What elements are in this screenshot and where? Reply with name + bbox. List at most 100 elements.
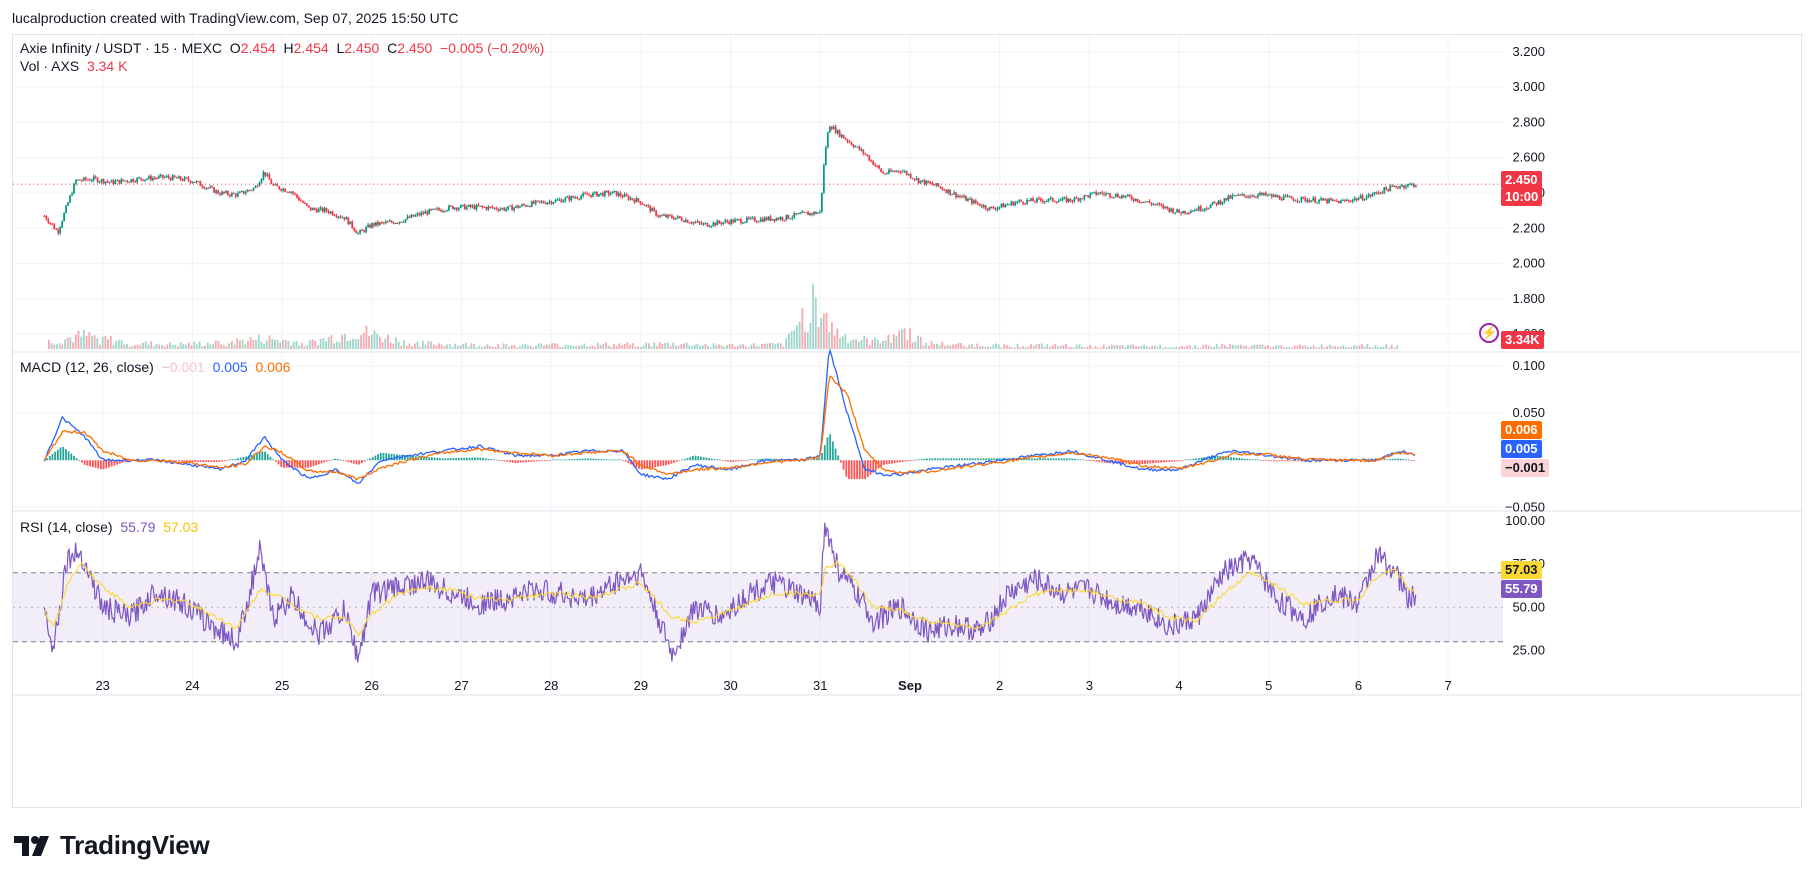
volume-bar: [570, 345, 572, 349]
price-candle: [136, 177, 139, 182]
macd-histogram-bar: [65, 449, 67, 461]
macd-histogram-bar: [315, 460, 318, 466]
price-candle: [45, 215, 48, 220]
volume-bar: [954, 344, 957, 349]
volume-bar: [1304, 345, 1307, 349]
macd-histogram-bar: [1001, 458, 1004, 461]
macd-histogram-bar: [724, 460, 727, 462]
volume-bar: [287, 340, 290, 349]
volume-bar: [556, 343, 559, 349]
volume-bar: [1113, 345, 1116, 349]
macd-histogram-bar: [108, 460, 110, 468]
price-candle: [523, 204, 525, 206]
price-candle: [159, 174, 162, 177]
symbol-label[interactable]: Axie Infinity / USDT · 15 · MEXC: [20, 40, 223, 56]
price-candle: [718, 220, 721, 223]
price-candle: [420, 212, 423, 216]
volume-bar: [1371, 347, 1374, 349]
macd-legend[interactable]: MACD (12, 26, close) −0.001 0.005 0.006: [20, 359, 290, 375]
price-candle: [65, 205, 68, 214]
macd-histogram-bar: [627, 460, 630, 464]
macd-histogram-bar: [1181, 460, 1184, 462]
volume-bar: [524, 343, 527, 349]
volume-bar: [1382, 346, 1385, 349]
volume-bar: [233, 344, 236, 349]
price-candle: [1004, 204, 1007, 208]
price-candle: [1314, 197, 1317, 203]
macd-histogram-bar: [613, 459, 616, 461]
price-candle: [635, 198, 638, 203]
price-candle: [568, 196, 571, 201]
price-candle: [572, 196, 575, 198]
price-candle: [963, 196, 965, 198]
macd-histogram-bar: [452, 458, 455, 461]
price-candle: [274, 184, 277, 186]
price-candle: [473, 205, 476, 210]
price-candle: [931, 183, 934, 185]
price-candle: [742, 222, 744, 224]
macd-histogram-bar: [702, 457, 705, 461]
volume-bar: [222, 345, 225, 349]
volume-bar: [752, 343, 755, 349]
volume-bar: [1242, 345, 1245, 349]
price-candle: [667, 214, 669, 218]
volume-bar: [1183, 346, 1186, 349]
lightning-icon[interactable]: ⚡: [1479, 323, 1499, 343]
macd-histogram-bar: [320, 460, 323, 464]
chart-canvas[interactable]: 23 24 25 26 27 28 29 30 31 Sep 2 3 4 5 6 73.2003.0002.8…: [13, 35, 1803, 809]
price-candle: [1294, 200, 1297, 202]
macd-histogram-bar: [361, 460, 363, 463]
volume-bar: [553, 343, 556, 349]
volume-bar: [1030, 344, 1032, 349]
macd-histogram-bar: [1224, 456, 1227, 461]
macd-histogram-bar: [648, 460, 651, 469]
price-candle: [714, 222, 717, 226]
macd-histogram-bar: [979, 458, 982, 461]
price-candle: [215, 190, 217, 193]
macd-histogram-bar: [1195, 458, 1198, 461]
price-candle: [621, 195, 624, 198]
macd-histogram-bar: [751, 459, 754, 461]
price-candle: [631, 198, 634, 200]
volume-bar: [381, 342, 384, 349]
volume-bar: [1234, 345, 1237, 349]
volume-bar: [1328, 345, 1331, 349]
price-candle: [1225, 198, 1228, 201]
macd-histogram-bar: [62, 446, 65, 461]
rsi-legend[interactable]: RSI (14, close) 55.79 57.03: [20, 519, 198, 535]
chart-area[interactable]: 23 24 25 26 27 28 29 30 31 Sep 2 3 4 5 6 7 3.200 3.000 2.8…: [12, 34, 1803, 809]
macd-histogram-bar: [1154, 460, 1157, 464]
macd-histogram-bar: [1187, 459, 1189, 461]
price-candle: [481, 205, 484, 207]
volume-bar: [1361, 344, 1363, 349]
volume-legend[interactable]: Vol · AXS 3.34 K: [20, 58, 127, 74]
volume-bar: [1221, 344, 1224, 349]
price-candle: [1381, 192, 1384, 194]
chart-credit: lucalproduction created with TradingView…: [12, 10, 459, 26]
price-y-tick-label: 1.800: [1512, 291, 1545, 306]
price-candle: [351, 221, 354, 228]
macd-histogram-bar: [387, 453, 390, 461]
volume-bar: [1024, 346, 1027, 349]
macd-histogram-bar: [630, 460, 632, 465]
price-candle: [734, 219, 736, 223]
rsi-ma-line: [43, 558, 1416, 638]
price-candle: [643, 204, 646, 206]
price-candle: [690, 222, 693, 224]
price-candle: [1357, 198, 1360, 201]
tradingview-logo[interactable]: TradingView: [14, 830, 210, 861]
macd-histogram-bar: [969, 458, 971, 461]
price-candle: [55, 228, 58, 230]
volume-bar: [892, 334, 895, 349]
volume-bar: [408, 343, 411, 349]
price-candle: [382, 222, 385, 224]
volume-bar: [914, 341, 917, 349]
volume-bar: [74, 334, 77, 349]
price-candle: [724, 220, 727, 223]
price-candle: [100, 179, 103, 182]
volume-bar: [736, 346, 739, 349]
price-candle: [1405, 186, 1407, 188]
macd-histogram-bar: [557, 459, 560, 461]
volume-bar: [992, 344, 995, 349]
macd-histogram-bar: [901, 460, 904, 462]
